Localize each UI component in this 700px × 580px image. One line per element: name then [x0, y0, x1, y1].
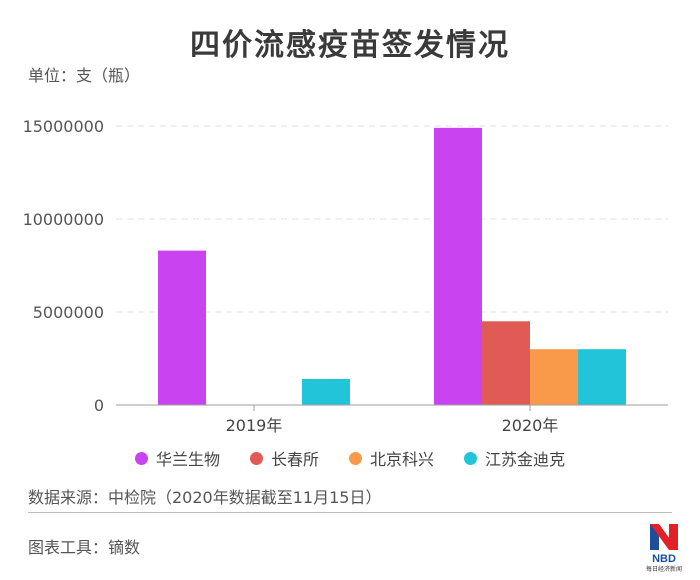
legend-label: 江苏金迪克 — [485, 450, 566, 469]
logo-subtext: 每日经济新闻 — [646, 565, 682, 573]
chart-title: 四价流感疫苗签发情况 — [190, 28, 510, 63]
logo-left-stroke — [650, 524, 659, 550]
logo-diagonal — [650, 524, 678, 550]
legend-item: 江苏金迪克 — [464, 446, 565, 470]
bar-长春所-2020年 — [482, 321, 530, 405]
bar-江苏金迪克-2020年 — [578, 349, 626, 405]
legend-swatch — [134, 451, 148, 465]
footer-divider — [28, 512, 672, 513]
legend-label: 长春所 — [270, 450, 319, 469]
legend-item: 华兰生物 — [134, 446, 220, 470]
data-source: 数据来源：中检院（2020年数据截至11月15日） — [28, 488, 382, 507]
x-category-label: 2019年 — [226, 416, 283, 435]
y-tick-label: 5000000 — [33, 303, 104, 322]
bars — [158, 127, 626, 406]
bar-北京科兴-2020年 — [530, 349, 578, 405]
bar-华兰生物-2020年 — [434, 127, 482, 406]
legend-item: 北京科兴 — [349, 446, 434, 470]
axes: 0 5000000 10000000 15000000 2019年 2020年 — [23, 117, 668, 435]
nbd-logo: NBD 每日经济新闻 — [646, 524, 682, 573]
bar-江苏金迪克-2019年 — [302, 378, 350, 405]
y-tick-label: 15000000 — [23, 117, 104, 136]
bar-华兰生物-2019年 — [158, 250, 206, 405]
y-tick-label: 0 — [94, 396, 104, 415]
logo-text: NBD — [652, 553, 676, 565]
legend-label: 北京科兴 — [370, 450, 435, 469]
legend-swatch — [349, 451, 362, 465]
gridlines — [116, 125, 668, 313]
legend: 华兰生物 长春所 北京科兴 江苏金迪克 — [0, 446, 700, 470]
x-category-label: 2020年 — [502, 416, 559, 435]
unit-label: 单位：支（瓶） — [28, 66, 141, 85]
legend-swatch — [464, 451, 478, 465]
legend-label: 华兰生物 — [155, 450, 220, 469]
legend-swatch — [249, 451, 263, 465]
chart-tool-credit: 图表工具：镝数 — [28, 538, 141, 557]
logo-right-stroke — [669, 524, 678, 550]
y-tick-label: 10000000 — [23, 210, 104, 229]
legend-item: 长春所 — [249, 446, 319, 470]
